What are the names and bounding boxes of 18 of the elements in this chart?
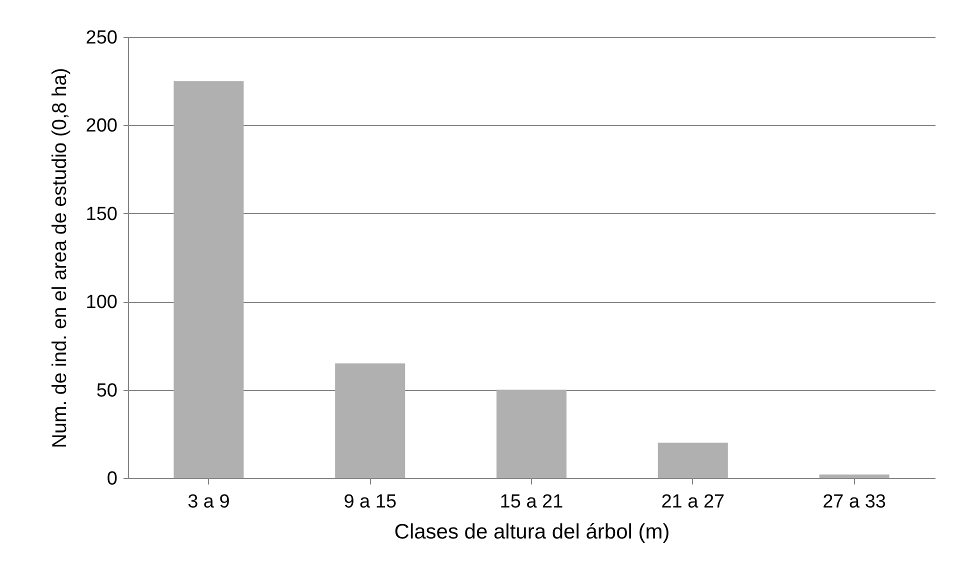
y-tick-label: 100 bbox=[86, 292, 118, 314]
y-tick-label: 250 bbox=[86, 28, 118, 48]
y-axis-title: Num. de ind. en el area de estudio (0,8 ha) bbox=[48, 68, 71, 448]
x-axis-title: Clases de altura del árbol (m) bbox=[394, 520, 670, 544]
x-tick-label: 27 a 33 bbox=[822, 492, 886, 512]
bar bbox=[819, 474, 890, 478]
bar bbox=[335, 363, 406, 478]
bar bbox=[174, 81, 244, 478]
y-tick-label: 50 bbox=[96, 380, 118, 402]
y-tick-label: 200 bbox=[86, 116, 118, 137]
x-tick-label: 21 a 27 bbox=[661, 492, 725, 512]
y-tick-label: 150 bbox=[86, 204, 118, 225]
bar bbox=[496, 390, 566, 478]
x-tick-label: 9 a 15 bbox=[344, 492, 397, 512]
x-tick-label: 3 a 9 bbox=[188, 492, 230, 512]
x-tick-label: 15 a 21 bbox=[500, 492, 564, 512]
y-tick-label: 0 bbox=[106, 468, 118, 490]
bar bbox=[658, 442, 728, 478]
